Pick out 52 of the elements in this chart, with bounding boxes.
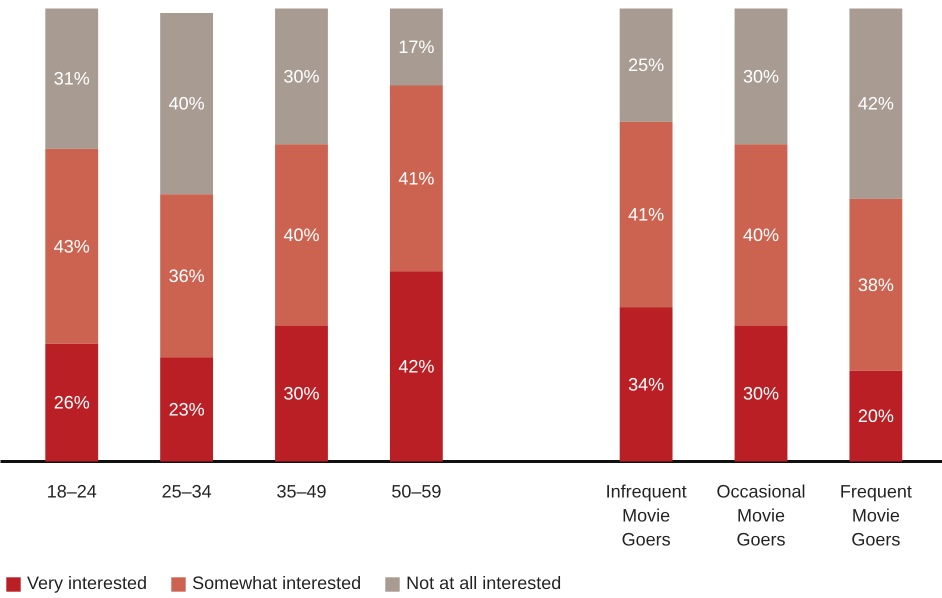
data-label: 43%: [54, 236, 90, 256]
data-label: 23%: [168, 399, 205, 420]
bar: [275, 144, 328, 326]
data-label: 38%: [858, 274, 894, 295]
data-label: 25%: [628, 55, 664, 76]
bar: [160, 13, 214, 194]
legend-label: Not at all interested: [406, 573, 562, 594]
data-label: 34%: [628, 374, 664, 394]
data-label: 42%: [858, 94, 894, 114]
legend-label: Somewhat interested: [192, 573, 362, 594]
x-tick-label: 25–34: [162, 482, 212, 502]
bar: [45, 148, 98, 344]
x-tick-label: 18–24: [46, 482, 97, 502]
data-label: 26%: [54, 392, 90, 413]
x-tick-label: 50–59: [391, 482, 442, 502]
data-label: 42%: [398, 356, 434, 376]
bar: [620, 122, 673, 308]
bar: [160, 194, 214, 358]
data-label: 30%: [283, 384, 320, 404]
bar: [390, 86, 443, 272]
x-tick-label: Occasional Movie Goers: [716, 482, 806, 550]
data-label: 41%: [398, 168, 434, 188]
bar: [734, 8, 788, 144]
bar: [390, 8, 443, 86]
bar: [849, 370, 902, 462]
x-tick-label: Frequent Movie Goers: [840, 482, 912, 550]
bar: [734, 326, 788, 462]
bar: [275, 8, 328, 144]
data-label: 17%: [398, 37, 434, 58]
data-label: 41%: [628, 204, 664, 225]
bar: [45, 344, 98, 462]
data-label: 31%: [54, 68, 90, 89]
data-label: 20%: [858, 406, 894, 426]
bar: [45, 8, 98, 149]
bar: [620, 307, 673, 462]
bar: [849, 198, 902, 371]
data-label: 40%: [283, 225, 320, 245]
bar: [160, 357, 214, 462]
data-label: 36%: [168, 266, 205, 286]
legend-label: Very interested: [27, 573, 148, 594]
bar: [734, 144, 788, 326]
x-tick-label: 35–49: [276, 482, 327, 502]
x-tick-label: Infrequent Movie Goers: [606, 482, 687, 550]
bar: [275, 326, 328, 462]
bar: [849, 8, 902, 199]
bar: [390, 271, 443, 462]
data-label: 30%: [742, 66, 780, 86]
data-label: 40%: [168, 94, 205, 114]
data-label: 30%: [283, 66, 320, 86]
bar: [620, 8, 673, 122]
data-label: 40%: [742, 225, 780, 245]
data-label: 30%: [742, 384, 780, 404]
